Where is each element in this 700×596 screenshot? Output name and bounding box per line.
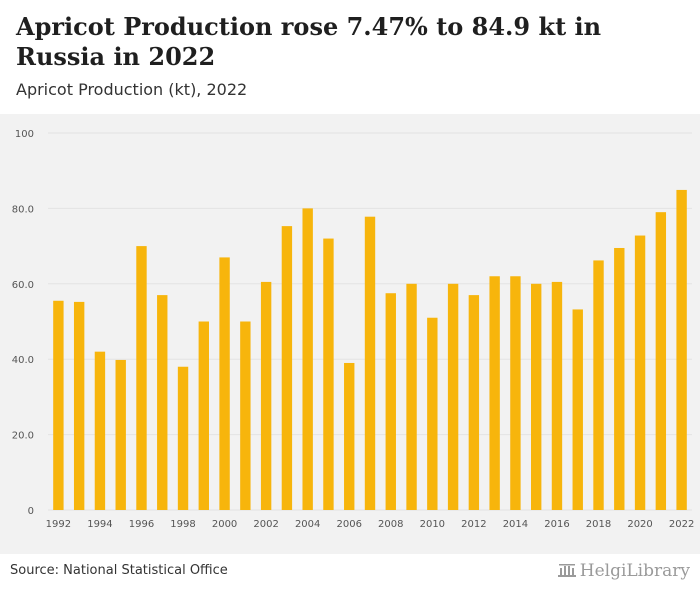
- y-tick-label: 40.0: [12, 355, 34, 366]
- logo-text: HelgiLibrary: [579, 561, 690, 581]
- bar-2017: [572, 309, 583, 510]
- x-tick-label: 2014: [503, 519, 528, 530]
- chart-subtitle: Apricot Production (kt), 2022: [16, 80, 248, 99]
- x-tick-label: 1998: [170, 519, 195, 530]
- helgilibrary-logo: HelgiLibrary: [557, 561, 690, 581]
- bar-2016: [551, 281, 563, 510]
- bar-2000: [219, 257, 230, 510]
- bar-2008: [385, 293, 396, 510]
- y-tick-label: 60.0: [12, 280, 34, 291]
- bar-2021: [655, 212, 667, 511]
- bar-1993: [73, 301, 85, 510]
- bar-1999: [198, 321, 209, 510]
- x-tick-label: 2008: [378, 519, 403, 530]
- bar-2009: [406, 283, 417, 510]
- bar-chart: 0 20.0 40.0 60.0 80.0 100 1992 1994 1996 1998 2000…: [12, 129, 695, 530]
- x-tick-label: 2000: [212, 519, 237, 530]
- library-building-icon: [557, 564, 576, 577]
- y-tick-label: 0: [28, 506, 34, 517]
- y-tick-label: 20.0: [12, 431, 34, 442]
- y-tick-label: 100: [15, 129, 34, 140]
- bar-2018: [593, 260, 604, 510]
- bar-2010: [427, 317, 438, 510]
- x-tick-label: 2006: [336, 519, 361, 530]
- y-tick-label: 80.0: [12, 204, 34, 215]
- bar-1995: [115, 359, 126, 510]
- x-tick-label: 2012: [461, 519, 486, 530]
- bar-2020: [634, 235, 646, 510]
- bar-1994: [94, 351, 106, 510]
- x-tick-label: 2020: [627, 519, 652, 530]
- x-tick-label: 2016: [544, 519, 569, 530]
- bar-2004: [302, 208, 313, 510]
- bar-2003: [281, 226, 293, 510]
- x-tick-label: 2018: [586, 519, 611, 530]
- bar-2005: [323, 238, 334, 510]
- bar-1998: [177, 366, 189, 510]
- bar-2013: [489, 276, 500, 510]
- bar-2014: [510, 276, 521, 510]
- x-tick-label: 2010: [420, 519, 445, 530]
- bar-2007: [364, 216, 376, 510]
- bar-2012: [468, 295, 480, 510]
- bar-2006: [344, 362, 355, 510]
- bar-2001: [240, 321, 251, 510]
- bar-1997: [157, 295, 168, 510]
- bar-1992: [53, 300, 64, 510]
- chart-title: Apricot Production rose 7.47% to 84.9 kt…: [16, 12, 602, 71]
- x-tick-label: 1994: [87, 519, 112, 530]
- x-tick-label: 2004: [295, 519, 320, 530]
- x-tick-label: 2022: [669, 519, 694, 530]
- x-tick-label: 1996: [129, 519, 154, 530]
- chart-header: Apricot Production rose 7.47% to 84.9 kt…: [0, 0, 700, 114]
- bar-2011: [447, 283, 459, 510]
- bar-2015: [531, 283, 542, 510]
- bar-2022: [676, 189, 687, 510]
- x-tick-label: 2002: [253, 519, 278, 530]
- bar-2002: [260, 281, 272, 510]
- bar-2019: [614, 247, 625, 511]
- bar-1996: [136, 246, 147, 510]
- source-note: Source: National Statistical Office: [10, 563, 228, 578]
- x-tick-label: 1992: [46, 519, 71, 530]
